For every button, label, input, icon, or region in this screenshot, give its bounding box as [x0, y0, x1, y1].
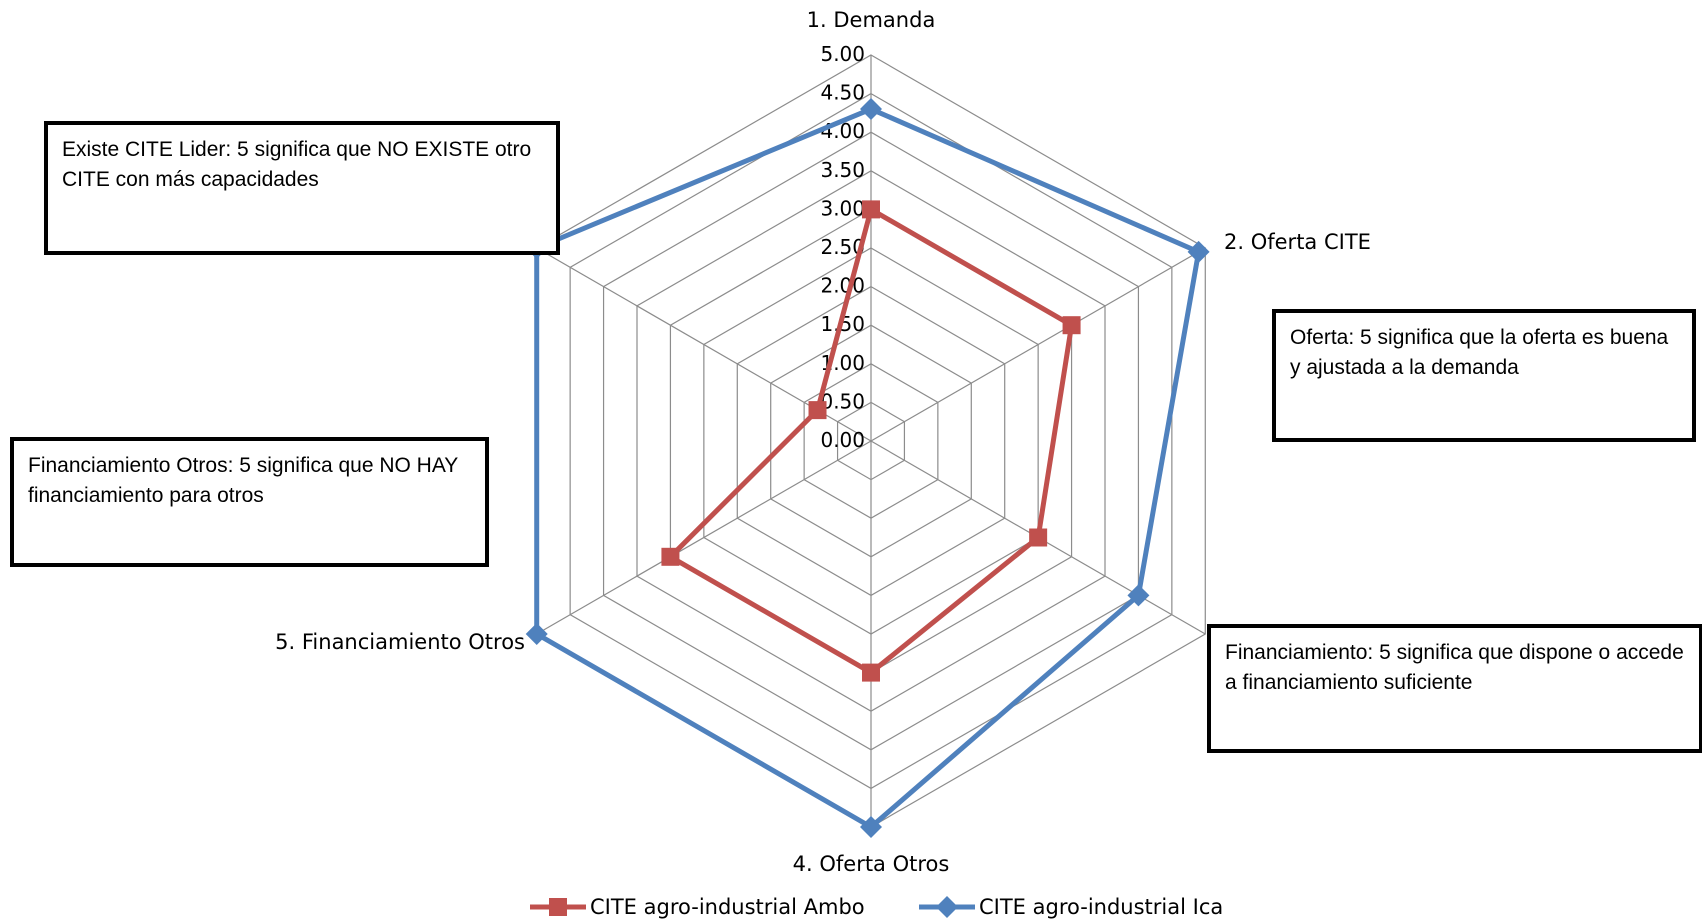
axis-spoke-2 [870, 247, 1206, 442]
axis-label-oferta-cite: 2. Oferta CITE [1224, 230, 1371, 254]
series-2-point-3 [1127, 584, 1150, 607]
axis-label-oferta-otros: 4. Oferta Otros [793, 852, 950, 876]
series-2-point-5 [525, 623, 548, 645]
series-2-point-2 [1187, 240, 1210, 263]
note-oferta: Oferta: 5 significa que la oferta es bue… [1272, 309, 1696, 442]
tick-label-1: 0.50 [820, 389, 865, 413]
tick-label-0: 0.00 [820, 428, 865, 452]
series-1-point-5 [661, 547, 680, 566]
series-1-point-6 [808, 401, 827, 420]
series-2-point-4 [860, 816, 882, 838]
legend-marker-1 [549, 898, 567, 916]
legend-label-2: CITE agro-industrial Ica [979, 895, 1223, 919]
tick-label-10: 5.00 [820, 42, 865, 66]
tick-label-4: 2.00 [820, 274, 865, 298]
tick-label-7: 3.50 [820, 158, 865, 182]
axis-spoke-5 [536, 440, 872, 635]
tick-label-9: 4.50 [820, 81, 865, 105]
series-2-point-1 [860, 98, 882, 121]
note-financiamiento: Financiamiento: 5 significa que dispone … [1207, 624, 1702, 753]
legend-label-1: CITE agro-industrial Ambo [590, 895, 865, 919]
tick-label-6: 3.00 [820, 196, 865, 220]
series-1-point-4 [862, 663, 880, 682]
note-financiamiento-otros: Financiamiento Otros: 5 significa que NO… [10, 437, 489, 567]
legend-marker-2 [936, 896, 958, 918]
note-existe-cite-lider: Existe CITE Lider: 5 significa que NO EX… [44, 121, 560, 255]
series-1-point-3 [1029, 528, 1048, 547]
series-1-point-2 [1062, 316, 1081, 335]
series-1-point-1 [862, 200, 880, 219]
axis-label-demanda: 1. Demanda [807, 8, 936, 32]
axis-label-financiamiento-otros: 5. Financiamiento Otros [275, 630, 525, 654]
